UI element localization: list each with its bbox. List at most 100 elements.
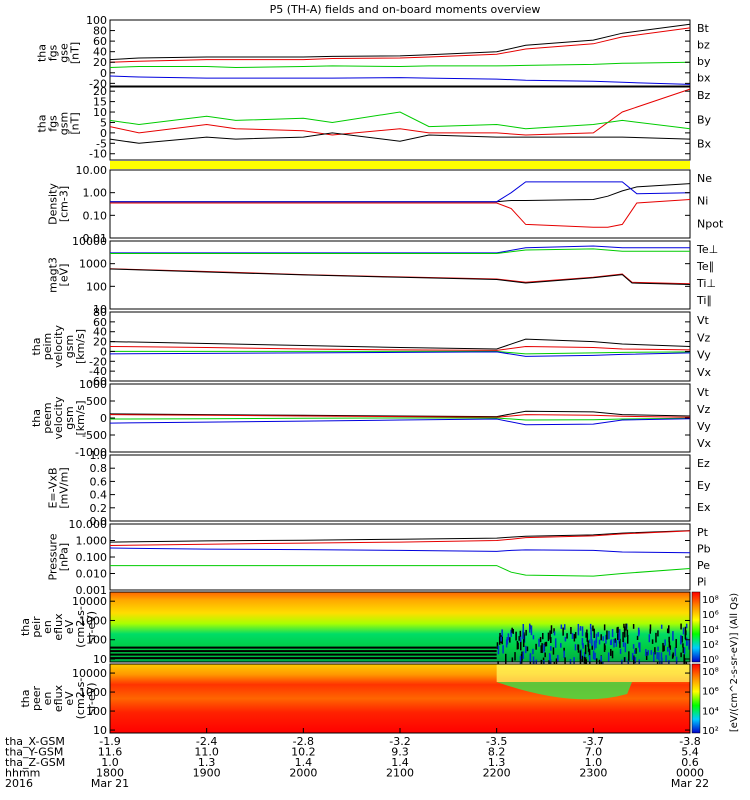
heatmap-speck xyxy=(584,644,587,655)
series-fgs_gse-bx xyxy=(109,75,691,85)
series-peim_velocity-Vt xyxy=(109,338,691,350)
heatmap-speck xyxy=(668,625,670,634)
heatmap-speck xyxy=(602,636,604,642)
heatmap-speck xyxy=(663,645,665,652)
heatmap-speck xyxy=(549,630,551,640)
heatmap-speck xyxy=(622,632,624,643)
y-tick-label: -20 xyxy=(89,77,107,90)
heatmap-speck xyxy=(686,641,688,646)
x-row-value: 8.2 xyxy=(488,746,506,759)
heatmap-speck xyxy=(574,632,577,639)
legend-Pi: Pi xyxy=(697,576,706,589)
heatmap-speck xyxy=(639,642,641,653)
heatmap-speck xyxy=(550,646,552,651)
heatmap-stripe xyxy=(110,657,497,660)
x-row-value: 7.0 xyxy=(585,746,603,759)
series-density-Npot xyxy=(110,181,691,203)
y-tick-label: 0.4 xyxy=(90,489,108,502)
x-row-value: -1.9 xyxy=(99,735,120,748)
heatmap-speck xyxy=(685,623,688,629)
panel-peim_velocity: 806040200-20-40-60thapeimvelocitygsm[km/… xyxy=(30,306,712,388)
series-fgs_gsm-Bx xyxy=(109,132,691,144)
y-axis-label-line: peim xyxy=(41,333,54,361)
heatmap-speck xyxy=(507,633,510,641)
heatmap-stripe xyxy=(110,646,497,649)
colorbar-peir xyxy=(691,591,701,663)
legend-Ex: Ex xyxy=(697,501,711,514)
heatmap-speck xyxy=(532,648,534,655)
y-tick-label: 0.100 xyxy=(76,551,108,564)
heatmap-speck xyxy=(593,640,596,650)
legend-Vz: Vz xyxy=(697,331,711,344)
y-axis-label-line: (cm2-s- xyxy=(74,678,87,720)
legend-Vt: Vt xyxy=(697,386,710,399)
heatmap-speck xyxy=(672,631,674,641)
y-axis-label-line: eflux xyxy=(52,684,65,712)
x-row-value: 2100 xyxy=(386,767,414,780)
heatmap-speck xyxy=(522,623,525,633)
heatmap-speck xyxy=(654,647,656,655)
quality-bar xyxy=(110,161,690,169)
y-axis-label-line: en xyxy=(41,692,54,706)
y-tick-label: 10000 xyxy=(72,595,107,608)
y-tick-label: -500 xyxy=(82,429,107,442)
y-tick-label: 0 xyxy=(100,127,107,140)
heatmap-speck xyxy=(592,650,595,660)
y-tick-label: 1000 xyxy=(79,378,107,391)
heatmap-speck xyxy=(618,632,620,642)
heatmap-speck xyxy=(588,648,591,656)
colorbar-peer xyxy=(691,663,701,734)
heatmap-speck xyxy=(669,645,672,650)
y-tick-label: -40 xyxy=(89,365,107,378)
y-tick-label: 60 xyxy=(93,316,107,329)
heatmap-speck xyxy=(573,657,575,666)
heatmap-speck xyxy=(633,655,635,666)
heatmap-speck xyxy=(574,644,577,651)
heatmap-speck xyxy=(631,652,634,660)
y-axis-label-line: [nT] xyxy=(69,42,82,64)
y-tick-label: 15 xyxy=(93,96,107,109)
heatmap-speck xyxy=(505,653,507,664)
heatmap-speck xyxy=(603,624,606,631)
x-row-value: -3.8 xyxy=(679,735,700,748)
x-row-value: 1.3 xyxy=(198,756,216,769)
heatmap-speck xyxy=(619,638,621,648)
y-tick-label: -10 xyxy=(89,148,107,161)
heatmap-speck xyxy=(637,627,640,637)
heatmap-speck xyxy=(521,651,523,661)
y-axis-label-line: [cm-3] xyxy=(58,186,71,222)
colorbar-tick-label: 10² xyxy=(702,640,719,651)
y-axis-label: Pressure[nPa] xyxy=(47,533,71,580)
x-row-value: 10.2 xyxy=(291,746,316,759)
x-row-label: tha_Z-GSM xyxy=(5,756,65,769)
y-tick-label: -60 xyxy=(89,375,107,388)
y-axis-label-line: gsm xyxy=(58,112,71,135)
heatmap-speck xyxy=(682,643,684,648)
heatmap-speck xyxy=(577,644,579,650)
heatmap-speck xyxy=(577,623,580,632)
heatmap-speck xyxy=(607,652,610,662)
heatmap-speck xyxy=(512,629,514,634)
series-peem_velocity-Vz xyxy=(109,414,691,418)
x-row-value: 1900 xyxy=(193,767,221,780)
y-axis-label: magt3[eV] xyxy=(47,257,71,293)
heatmap-speck xyxy=(542,632,544,640)
panel-frame xyxy=(109,591,691,663)
heatmap-speck xyxy=(516,640,519,650)
heatmap-speck xyxy=(632,624,635,629)
panel-efield: 1.00.80.60.40.20.0 E=-VxB[mV/m] Ez Ey Ex xyxy=(47,449,711,528)
heatmap-speck xyxy=(682,627,685,635)
y-tick-label: 100 xyxy=(86,634,107,647)
y-tick-label: 100 xyxy=(86,14,107,27)
heatmap-stripe xyxy=(110,653,497,656)
heatmap-speck xyxy=(594,652,596,661)
heatmap-speck xyxy=(653,651,655,662)
heatmap-speck xyxy=(634,657,637,664)
heatmap-speck xyxy=(547,632,550,642)
x-row-value: 0000 xyxy=(676,767,704,780)
heatmap-speck xyxy=(682,646,685,653)
y-axis-label: E=-VxB[mV/m] xyxy=(47,467,71,508)
heatmap-speck xyxy=(585,659,588,668)
series-temperature-Te∥ xyxy=(109,268,691,285)
